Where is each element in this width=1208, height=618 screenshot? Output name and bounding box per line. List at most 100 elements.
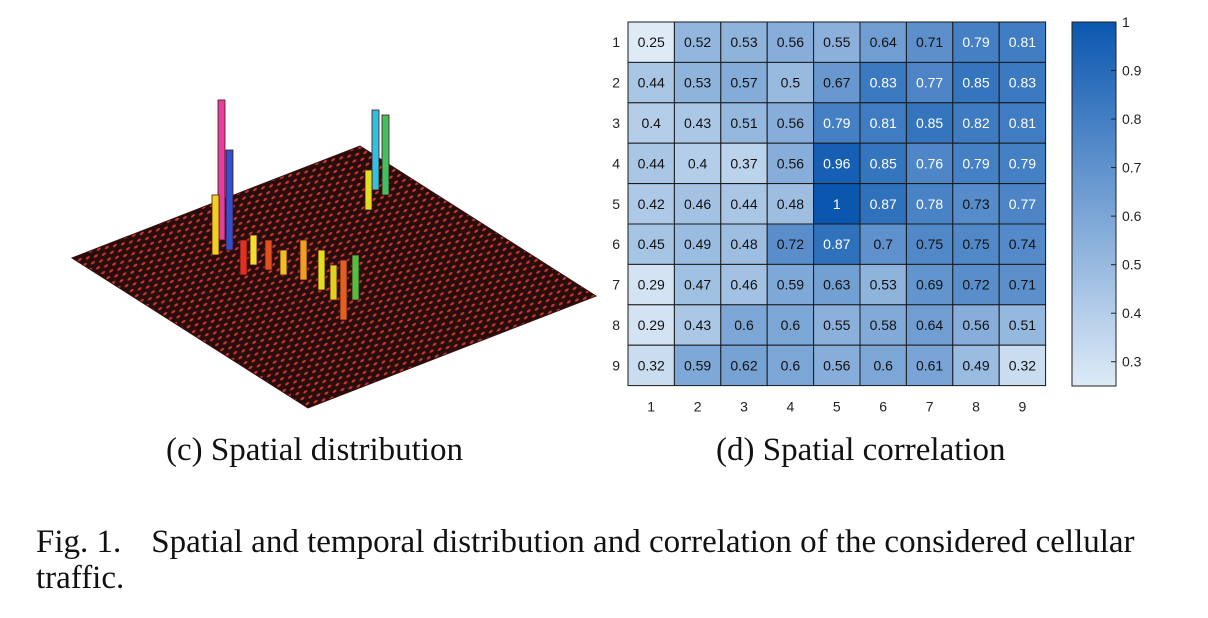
heatmap-cell-label: 0.85	[870, 155, 897, 171]
heatmap-y-tick-label: 5	[612, 196, 620, 212]
heatmap-cell	[673, 304, 722, 346]
heatmap-cell-label: 0.6	[734, 317, 754, 333]
heatmap-cell-label: 0.49	[684, 236, 711, 252]
heatmap-cell-label: 0.85	[962, 75, 989, 91]
heatmap-cell	[859, 102, 907, 144]
surface-spikes	[211, 99, 390, 321]
heatmap-cell-label: 0.46	[730, 277, 757, 293]
heatmap-cell-label: 0.48	[730, 236, 757, 252]
surface-spike	[279, 249, 288, 276]
figure-caption: Fig. 1. Spatial and temporal distribution…	[36, 524, 1186, 596]
left-panel-caption: (c) Spatial distribution	[166, 432, 463, 468]
surface-spike	[249, 234, 258, 266]
heatmap-cell-label: 0.56	[777, 155, 804, 171]
heatmap-cell	[998, 263, 1047, 306]
heatmap-cell	[720, 61, 768, 104]
heatmap-y-tick-label: 1	[612, 34, 620, 50]
heatmap-y-tick-label: 9	[612, 357, 620, 373]
heatmap-cell	[813, 21, 861, 63]
heatmap-cell	[766, 344, 815, 387]
heatmap-x-tick-label: 9	[1019, 399, 1027, 415]
heatmap-cell	[766, 304, 815, 346]
colorbar-tick-label: 0.5	[1122, 257, 1142, 273]
figure-caption-label: Fig. 1.	[36, 524, 122, 560]
heatmap-cell-label: 0.6	[873, 357, 893, 373]
heatmap-cell-label: 0.6	[781, 357, 801, 373]
heatmap-cell	[673, 344, 722, 387]
heatmap-cell-label: 0.51	[1009, 317, 1036, 333]
heatmap-cell-label: 0.96	[823, 155, 850, 171]
surface-spike	[317, 249, 326, 291]
heatmap-x-tick-label: 6	[879, 399, 887, 415]
heatmap-x-tick-label: 2	[694, 399, 702, 415]
heatmap-cell-label: 0.59	[684, 357, 711, 373]
heatmap-cell	[859, 304, 907, 346]
surface-spike	[211, 194, 220, 256]
heatmap-cell-label: 0.64	[916, 317, 943, 333]
heatmap-x-tick-label: 3	[740, 399, 748, 415]
heatmap-cell-label: 0.42	[638, 196, 665, 212]
heatmap-cell-label: 0.69	[916, 277, 943, 293]
heatmap-cell-label: 0.43	[684, 317, 711, 333]
heatmap-cell	[905, 223, 954, 265]
heatmap-x-tick-label: 8	[972, 399, 980, 415]
surface-spike	[239, 239, 248, 276]
heatmap-cell-label: 0.44	[730, 196, 757, 212]
heatmap-cell	[673, 102, 722, 144]
heatmap-cell	[720, 142, 768, 185]
heatmap-x-tick-label: 5	[833, 399, 841, 415]
heatmap-cell	[952, 21, 1000, 63]
heatmap-cell-label: 0.87	[870, 196, 897, 212]
heatmap-cell-label: 0.55	[823, 34, 850, 50]
heatmap-cell-label: 0.43	[684, 115, 711, 131]
heatmap-cell	[998, 183, 1047, 225]
heatmap-cell	[720, 21, 768, 63]
heatmap-cell	[859, 263, 907, 306]
heatmap-cell-label: 0.45	[638, 236, 665, 252]
heatmap-cell-label: 0.57	[730, 75, 757, 91]
colorbar-tick-label: 0.8	[1122, 111, 1142, 127]
heatmap-cell	[998, 61, 1047, 104]
heatmap-cell-label: 0.79	[962, 155, 989, 171]
heatmap-cell	[627, 223, 675, 265]
heatmap-cell-label: 0.46	[684, 196, 711, 212]
heatmap-cell	[952, 344, 1000, 387]
heatmap-chart: 0.25 0.52 0.53 0.56 0.55 0.64 0.71 0.79 0.810.44…	[612, 14, 1142, 415]
heatmap-cell	[813, 344, 861, 387]
heatmap-y-tick-label: 3	[612, 115, 620, 131]
heatmap-cell-label: 0.53	[870, 277, 897, 293]
heatmap-cell	[813, 102, 861, 144]
heatmap-cells: 0.25 0.52 0.53 0.56 0.55 0.64 0.71 0.79 0.810.44…	[627, 21, 1047, 387]
heatmap-y-tick-label: 4	[612, 155, 620, 171]
heatmap-cell-label: 0.71	[916, 34, 943, 50]
heatmap-cell-label: 0.44	[638, 75, 665, 91]
surface-spike	[217, 99, 226, 241]
heatmap-cell	[998, 102, 1047, 144]
heatmap-cell	[720, 102, 768, 144]
heatmap-cell-label: 0.81	[870, 115, 897, 131]
heatmap-cell-label: 0.61	[916, 357, 943, 373]
heatmap-cell-label: 0.75	[916, 236, 943, 252]
heatmap-cell	[813, 142, 861, 185]
heatmap-x-tick-label: 4	[787, 399, 795, 415]
heatmap-cell	[673, 263, 722, 306]
heatmap-cell	[952, 304, 1000, 346]
right-panel-caption: (d) Spatial correlation	[716, 432, 1006, 468]
heatmap-cell	[859, 183, 907, 225]
heatmap-y-tick-label: 6	[612, 236, 620, 252]
heatmap-cell	[998, 344, 1047, 387]
heatmap-cell-label: 0.67	[823, 75, 850, 91]
heatmap-cell-label: 0.81	[1009, 34, 1036, 50]
heatmap-cell-label: 1	[833, 196, 841, 212]
heatmap-cell-label: 0.4	[688, 155, 708, 171]
heatmap-cell-label: 0.79	[962, 34, 989, 50]
heatmap-cell-label: 0.74	[1009, 236, 1036, 252]
figure-caption-text: Spatial and temporal distribution and co…	[36, 524, 1135, 596]
heatmap-cell-label: 0.48	[777, 196, 804, 212]
heatmap-cell-label: 0.64	[870, 34, 897, 50]
heatmap-cell-label: 0.29	[638, 277, 665, 293]
colorbar	[1071, 21, 1117, 387]
heatmap-cell-label: 0.73	[962, 196, 989, 212]
heatmap-cell-label: 0.32	[1009, 357, 1036, 373]
heatmap-cell-label: 0.53	[730, 34, 757, 50]
